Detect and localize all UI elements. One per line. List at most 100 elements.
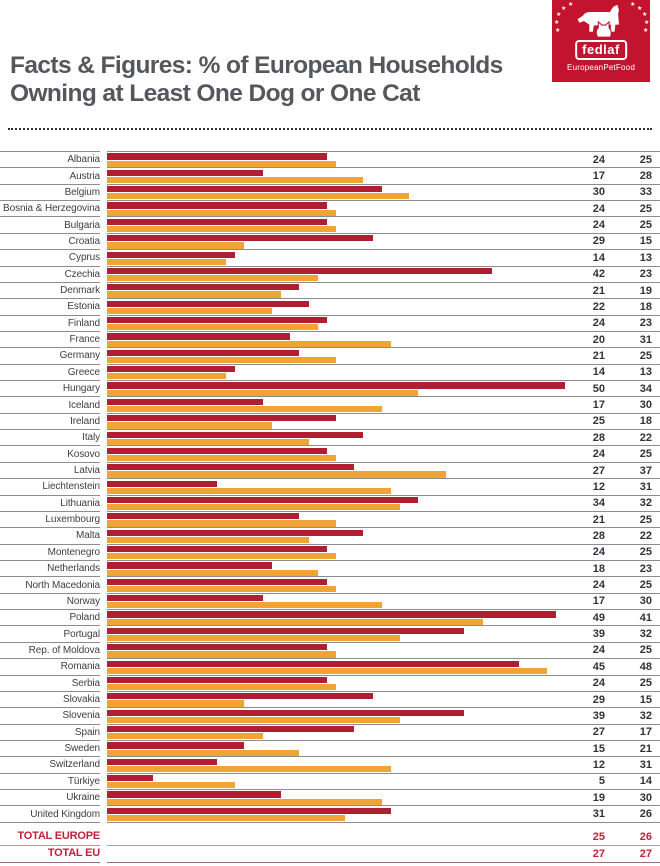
dog-value: 39 xyxy=(592,628,605,641)
cat-value: 32 xyxy=(639,628,652,641)
country-label: Croatia xyxy=(0,232,100,249)
bar-area: 14 13 xyxy=(107,249,660,265)
cat-bar xyxy=(107,536,309,544)
cat-bar xyxy=(107,569,318,576)
line-gap xyxy=(100,658,107,674)
country-label: Iceland xyxy=(0,396,100,412)
cat-value: 13 xyxy=(639,366,652,379)
bar-area: 24 23 xyxy=(107,314,660,331)
bar-area: 24 25 xyxy=(107,445,660,462)
country-label: Germany xyxy=(0,347,100,363)
bar-area: 24 25 xyxy=(107,200,660,216)
dog-value: 24 xyxy=(592,202,605,215)
dog-value: 30 xyxy=(592,186,605,199)
country-row: Greece 14 13 xyxy=(0,363,660,380)
line-gap xyxy=(100,625,107,641)
line-gap xyxy=(100,724,107,740)
line-gap xyxy=(100,167,107,183)
bar-area: 24 25 xyxy=(107,543,660,560)
country-row: Portugal 39 32 xyxy=(0,625,660,642)
cat-bar xyxy=(107,733,263,740)
country-row: Montenegro 24 25 xyxy=(0,543,660,560)
bar-area: 45 48 xyxy=(107,658,660,674)
star-icon: ★ xyxy=(630,2,636,8)
cat-value: 33 xyxy=(639,186,652,199)
country-label: Greece xyxy=(0,363,100,380)
country-label: Rep. of Moldova xyxy=(0,641,100,658)
country-label: Malta xyxy=(0,527,100,543)
cat-bar xyxy=(107,275,318,282)
cat-value: 30 xyxy=(639,595,652,608)
line-gap xyxy=(100,789,107,805)
line-gap xyxy=(100,396,107,412)
dog-value: 28 xyxy=(592,529,605,542)
cat-value: 25 xyxy=(639,219,652,232)
country-label: Bosnia & Herzegovina xyxy=(0,200,100,216)
country-row: Lithuania 34 32 xyxy=(0,494,660,511)
country-label: Poland xyxy=(0,609,100,625)
dog-bar xyxy=(107,742,245,749)
country-label: Hungary xyxy=(0,380,100,396)
dog-value: 49 xyxy=(592,611,605,624)
bar-area: 5 14 xyxy=(107,772,660,789)
line-gap xyxy=(100,805,107,821)
dog-bar xyxy=(107,791,282,798)
country-label: Portugal xyxy=(0,625,100,641)
star-icon: ★ xyxy=(643,28,649,34)
cat-bar xyxy=(107,520,336,527)
country-label: Serbia xyxy=(0,674,100,691)
cat-value: 15 xyxy=(639,235,652,248)
cat-bar xyxy=(107,291,282,298)
country-row: Germany 21 25 xyxy=(0,347,660,364)
dog-bar xyxy=(107,382,565,389)
cat-bar xyxy=(107,438,309,445)
cat-bar xyxy=(107,700,245,707)
dog-bar xyxy=(107,186,382,193)
country-row: Romania 45 48 xyxy=(0,658,660,674)
cat-value: 41 xyxy=(639,611,652,624)
bar-area: 27 17 xyxy=(107,723,660,740)
dog-value: 12 xyxy=(592,758,605,771)
country-row: Slovakia 29 15 xyxy=(0,690,660,707)
country-row: Serbia 24 25 xyxy=(0,674,660,691)
dog-bar xyxy=(107,349,300,356)
country-label: Lithuania xyxy=(0,494,100,511)
cat-bar xyxy=(107,782,236,789)
country-label: Norway xyxy=(0,592,100,609)
country-label: Austria xyxy=(0,167,100,183)
bar-area: 12 31 xyxy=(107,478,660,494)
dog-bar xyxy=(107,267,492,275)
total-cat-value: 27 xyxy=(639,848,652,860)
star-icon: ★ xyxy=(556,12,562,18)
total-label: TOTAL EUROPE xyxy=(0,823,100,846)
country-row: Finland 24 23 xyxy=(0,314,660,331)
dog-bar xyxy=(107,496,419,504)
country-row: Iceland 17 30 xyxy=(0,396,660,413)
country-row: Hungary 50 34 xyxy=(0,380,660,396)
cat-value: 26 xyxy=(639,808,652,821)
bar-area: 19 30 xyxy=(107,789,660,805)
country-label: Finland xyxy=(0,314,100,331)
dotted-divider xyxy=(8,128,652,130)
country-row: Denmark 21 19 xyxy=(0,281,660,298)
cat-value: 23 xyxy=(639,317,652,330)
bar-area: 28 22 xyxy=(107,527,660,544)
line-gap xyxy=(100,364,107,380)
cat-bar xyxy=(107,226,336,233)
cat-value: 25 xyxy=(639,202,652,215)
country-row: Belgium 30 33 xyxy=(0,183,660,200)
dog-bar xyxy=(107,807,391,814)
line-gap xyxy=(100,593,107,609)
cat-bar xyxy=(107,324,318,331)
country-label: Denmark xyxy=(0,281,100,298)
cat-value: 30 xyxy=(639,399,652,412)
dog-bar xyxy=(107,415,336,422)
country-row: United Kingdom 31 26 xyxy=(0,805,660,822)
cat-value: 34 xyxy=(639,382,652,395)
dog-bar xyxy=(107,202,327,209)
cat-bar xyxy=(107,602,382,609)
line-gap xyxy=(100,462,107,478)
cat-value: 31 xyxy=(639,333,652,346)
country-label: Türkiye xyxy=(0,772,100,789)
cat-value: 22 xyxy=(639,529,652,542)
